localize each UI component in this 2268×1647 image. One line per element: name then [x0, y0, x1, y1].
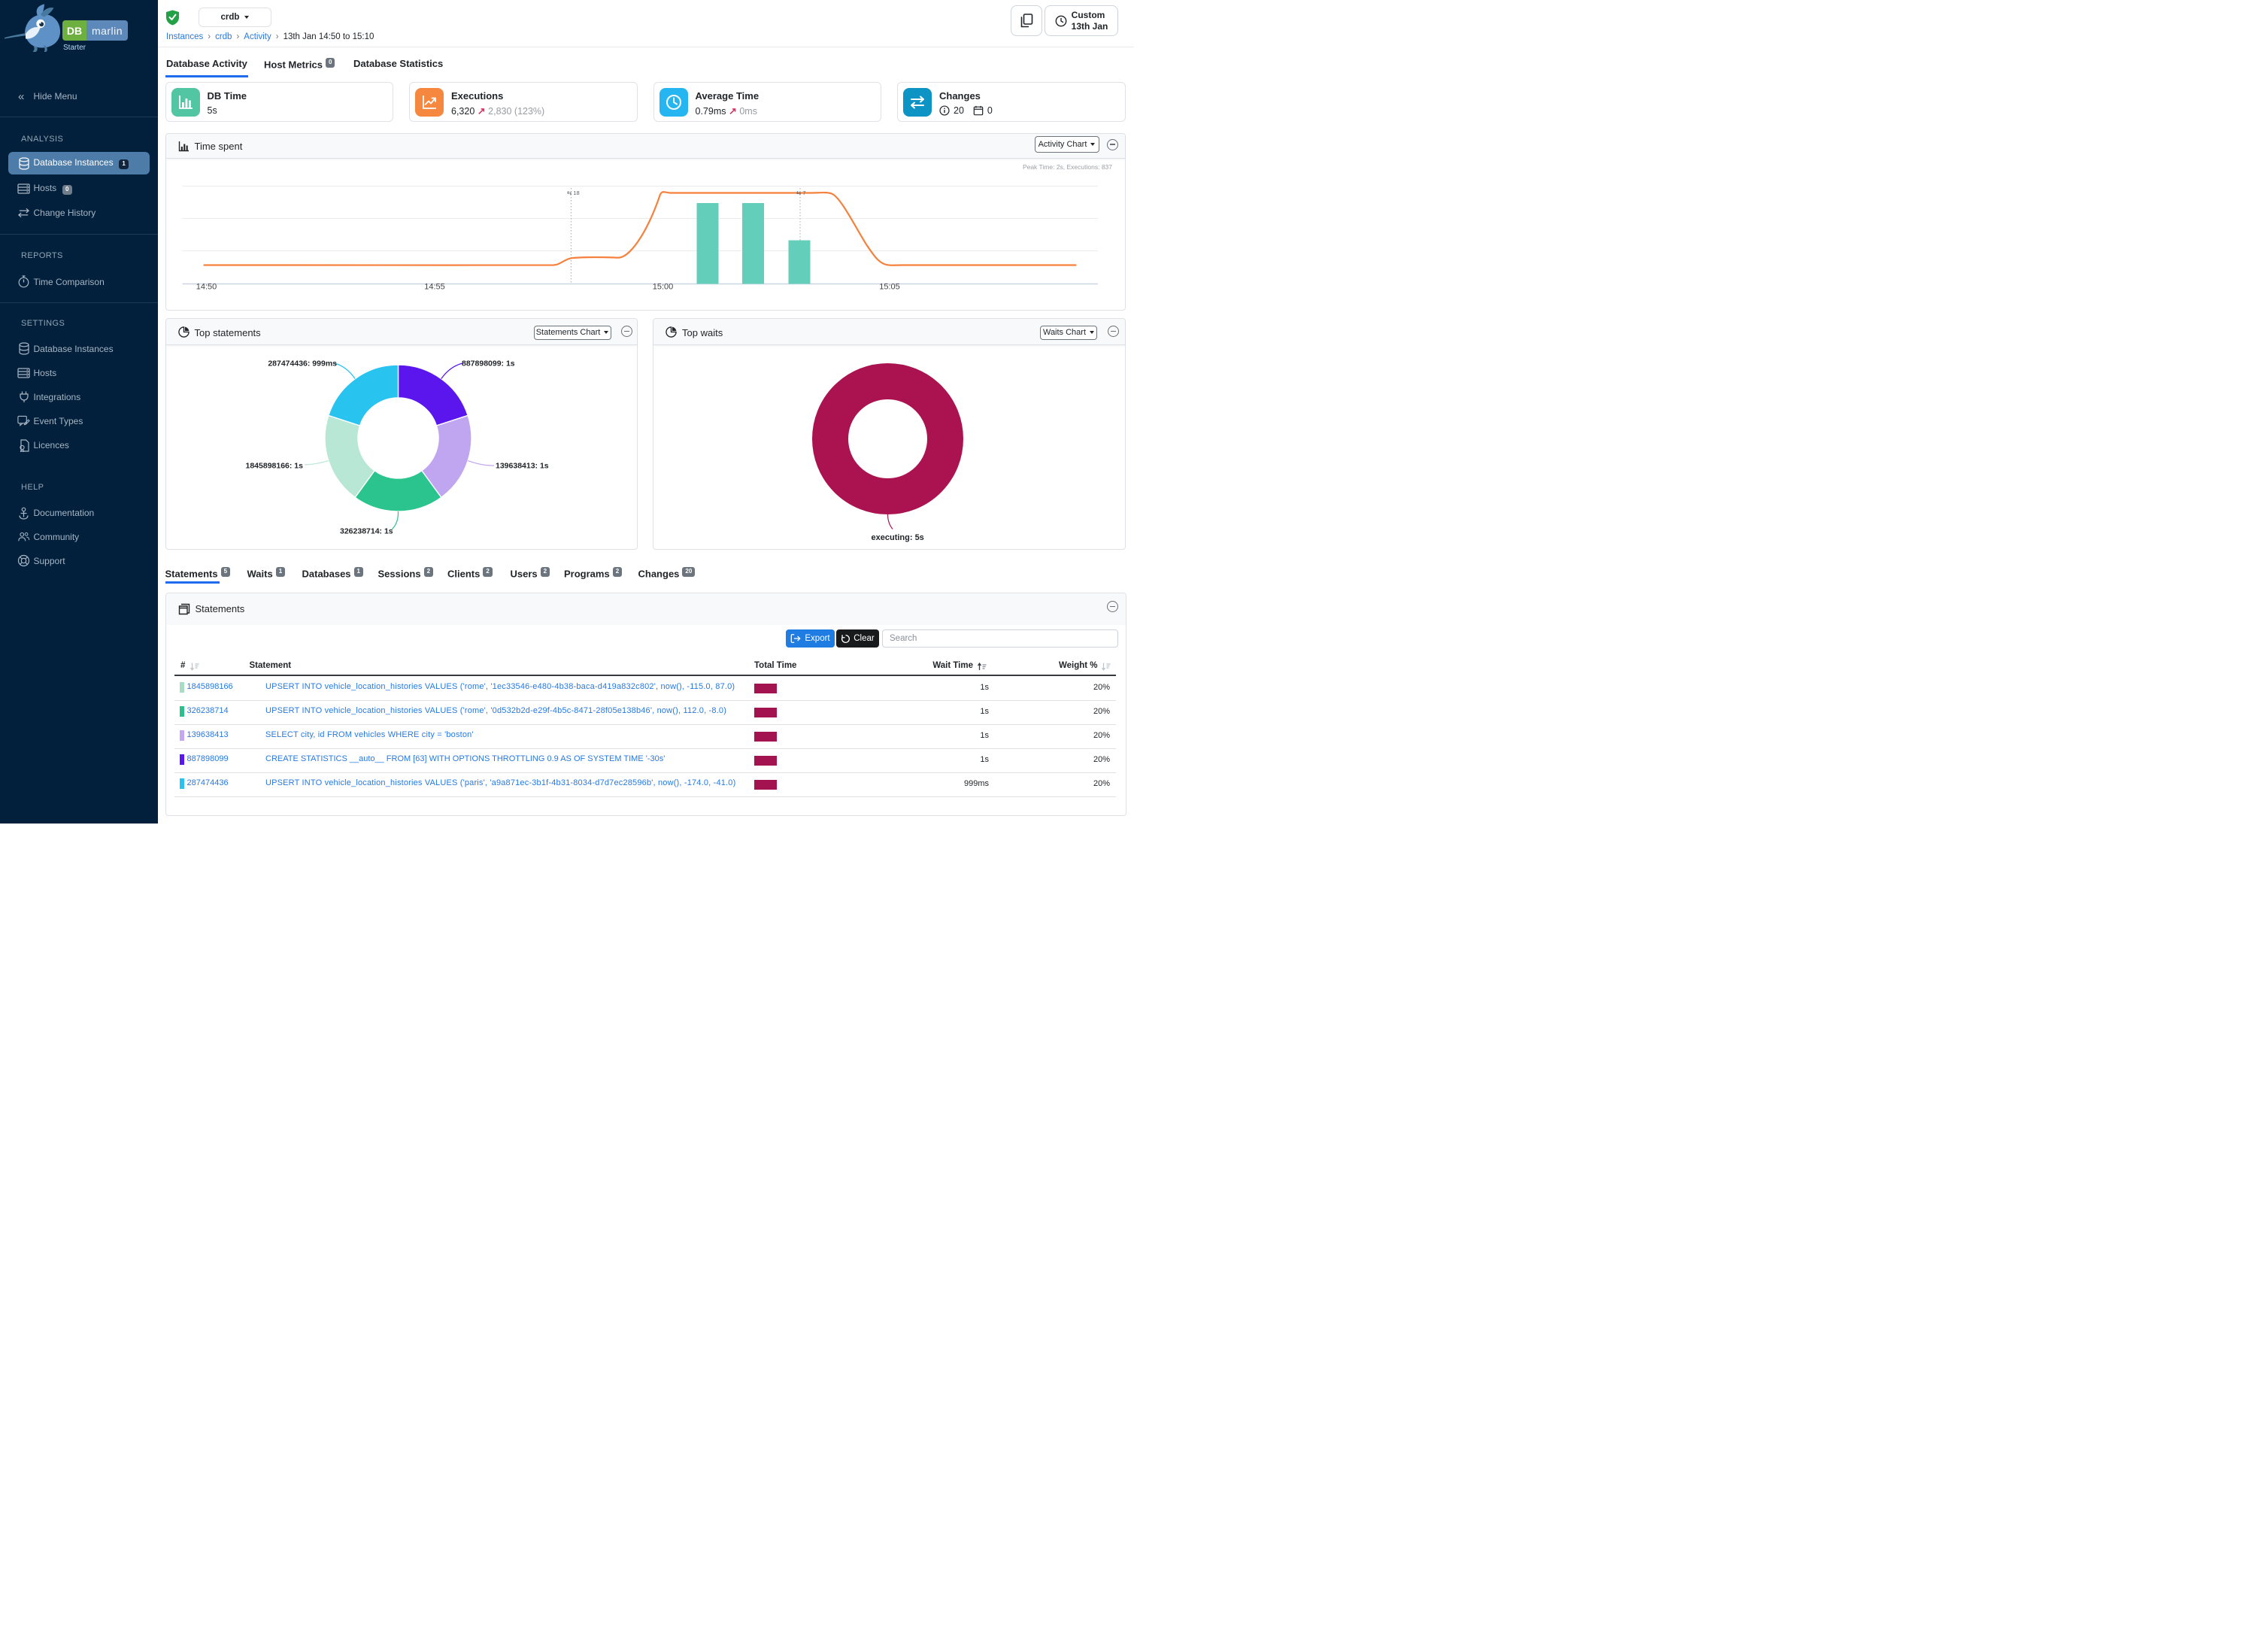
svg-text:⇆ 18: ⇆ 18 [567, 190, 580, 196]
svg-text:887898099: 1s: 887898099: 1s [462, 359, 515, 369]
svg-text:15:05: 15:05 [879, 282, 900, 291]
svg-text:139638413: 1s: 139638413: 1s [496, 462, 549, 471]
svg-text:15:00: 15:00 [652, 282, 673, 291]
svg-text:1845898166: 1s: 1845898166: 1s [245, 462, 303, 471]
svg-text:executing: 5s: executing: 5s [872, 533, 924, 542]
svg-text:287474436: 999ms: 287474436: 999ms [268, 359, 337, 369]
svg-text:14:55: 14:55 [424, 282, 445, 291]
svg-text:Peak Time: 2s, Executions: 837: Peak Time: 2s, Executions: 837 [1022, 163, 1111, 171]
svg-text:14:50: 14:50 [196, 282, 217, 291]
svg-text:⇆ 7: ⇆ 7 [796, 190, 806, 196]
svg-text:326238714: 1s: 326238714: 1s [340, 527, 393, 536]
